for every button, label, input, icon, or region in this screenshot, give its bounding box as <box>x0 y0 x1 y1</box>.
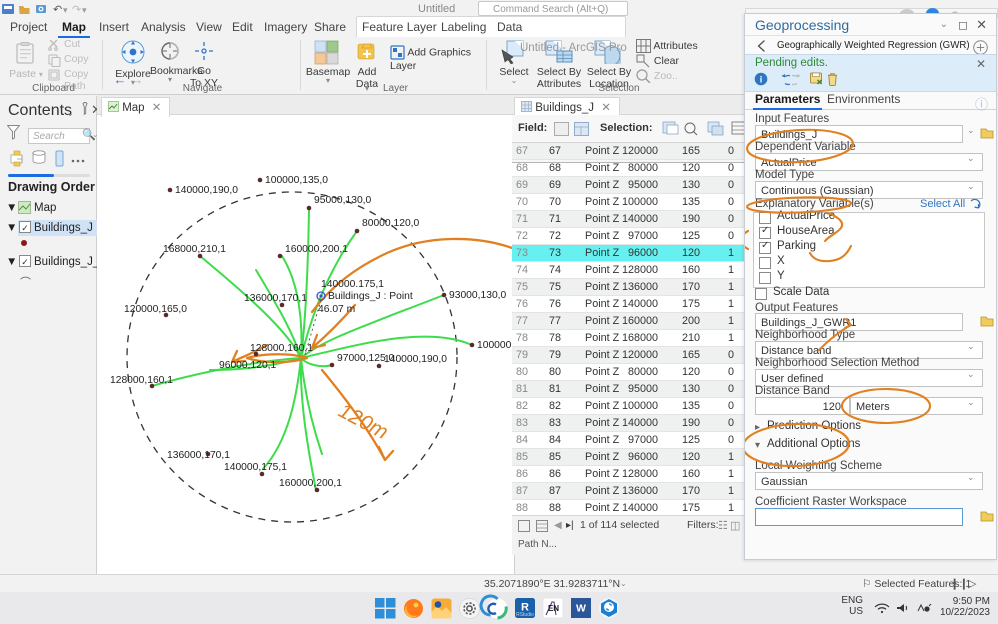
svg-text:W: W <box>576 603 586 615</box>
svg-text:136000,170,1: 136000,170,1 <box>244 293 307 304</box>
svg-text:46.07 m: 46.07 m <box>318 304 355 315</box>
svg-text:140000.175,1: 140000.175,1 <box>321 279 384 290</box>
svg-text:140000,190,0: 140000,190,0 <box>175 185 238 196</box>
svg-text:i: i <box>760 74 763 84</box>
svg-text:136000,170,1: 136000,170,1 <box>167 450 230 461</box>
svg-text:↷: ↷ <box>72 4 81 16</box>
svg-text:▾: ▾ <box>63 5 68 15</box>
svg-text:RStudio: RStudio <box>516 612 534 618</box>
svg-text:100000,1: 100000,1 <box>477 340 515 351</box>
svg-text:96000,120,1: 96000,120,1 <box>219 360 277 371</box>
svg-text:120m: 120m <box>335 399 392 444</box>
svg-text:95000,130,0: 95000,130,0 <box>314 195 372 206</box>
svg-text:▾: ▾ <box>82 5 87 15</box>
svg-text:120000,165,0: 120000,165,0 <box>124 304 187 315</box>
svg-text:140000,175,1: 140000,175,1 <box>224 462 287 473</box>
svg-text:100000,135,0: 100000,135,0 <box>265 175 328 186</box>
svg-text:160000,200,1: 160000,200,1 <box>279 478 342 489</box>
svg-text:140000,190,0: 140000,190,0 <box>384 354 447 365</box>
svg-text:160000,200,1: 160000,200,1 <box>285 244 348 255</box>
svg-text:EN: EN <box>548 604 559 613</box>
svg-text:128000,160,1: 128000,160,1 <box>250 343 313 354</box>
svg-text:168000,210,1: 168000,210,1 <box>163 244 226 255</box>
svg-text:80000,120,0: 80000,120,0 <box>362 218 420 229</box>
svg-text:Buildings_J : Point: Buildings_J : Point <box>328 291 413 302</box>
svg-text:↶: ↶ <box>53 4 62 16</box>
svg-text:128000,160,1: 128000,160,1 <box>110 375 173 386</box>
svg-text:93000,130,0: 93000,130,0 <box>449 290 507 301</box>
